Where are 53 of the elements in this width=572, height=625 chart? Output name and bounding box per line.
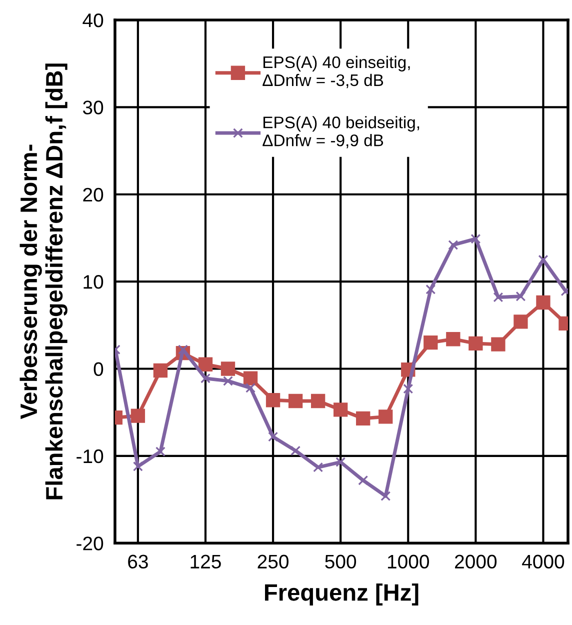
x-tick-label: 4000	[522, 554, 564, 569]
x-tick-label: 500	[325, 554, 356, 569]
point	[266, 393, 280, 408]
point	[403, 384, 414, 394]
x-tick-label: 250	[258, 554, 288, 569]
y-tick-label: -20	[76, 536, 104, 550]
y-tick-label: 20	[83, 188, 104, 202]
point	[132, 461, 143, 472]
y-axis-title: Verbesserung der Norm- Flankenschallpegeldifferenz ΔDn,f [dB]	[20, 64, 68, 500]
point	[493, 292, 504, 302]
y-tick-label: 30	[82, 100, 104, 114]
point	[153, 363, 168, 378]
point	[468, 336, 483, 351]
point	[334, 402, 348, 417]
point	[470, 234, 481, 244]
point	[198, 357, 213, 372]
point	[130, 408, 146, 423]
x-tick-label: 2000	[455, 554, 497, 569]
point	[446, 332, 460, 346]
point	[358, 475, 368, 486]
point	[290, 446, 301, 456]
legend-label: EPS(A) 40 einseitig, ΔDnfw = -3,5 dB	[262, 56, 410, 88]
point	[536, 295, 550, 310]
point	[310, 394, 326, 408]
point	[246, 382, 256, 393]
point	[155, 446, 166, 457]
y-tick-label: 40	[82, 13, 104, 28]
x-tick-label: 1000	[388, 554, 429, 569]
legend-label: EPS(A) 40 beidseitig, ΔDnfw = -9,9 dB	[262, 116, 420, 148]
point	[538, 254, 548, 265]
x-tick-label: 125	[190, 554, 221, 569]
y-tick-label: 0	[94, 362, 104, 376]
point	[313, 462, 324, 472]
point	[223, 376, 234, 386]
point	[426, 284, 436, 294]
point	[336, 457, 346, 468]
y-tick-label: 10	[84, 275, 104, 289]
x-axis-title: Frequenz [Hz]	[265, 583, 418, 606]
point	[356, 411, 370, 426]
point	[243, 371, 258, 386]
x-tick-label: 63	[128, 554, 148, 569]
point	[516, 291, 526, 302]
y-tick-label: -10	[76, 449, 104, 464]
point	[448, 240, 458, 250]
point	[200, 373, 210, 384]
point	[424, 336, 438, 350]
point	[514, 314, 528, 329]
point	[491, 337, 506, 352]
point	[378, 410, 393, 424]
point	[220, 362, 236, 376]
point	[288, 394, 303, 408]
point	[380, 491, 391, 502]
point	[268, 432, 278, 442]
